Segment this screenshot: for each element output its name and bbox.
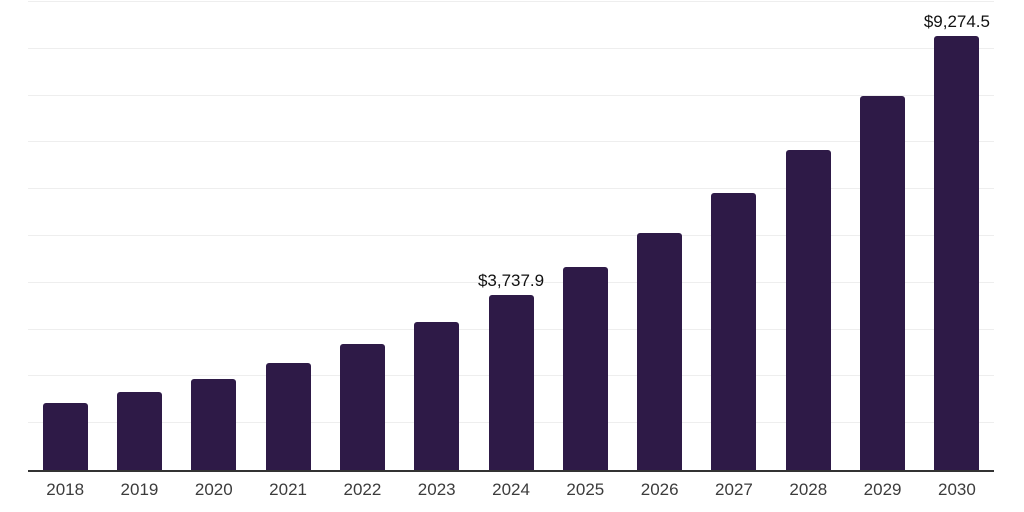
plot-area: $3,737.9 $9,274.5 xyxy=(28,1,994,472)
x-tick-2018: 2018 xyxy=(46,480,85,499)
bar-2022[interactable] xyxy=(339,343,385,470)
x-tick-2028: 2028 xyxy=(789,480,828,499)
gridline-4000 xyxy=(28,281,994,283)
x-tick-2030: 2030 xyxy=(937,480,976,499)
bar-column-2026 xyxy=(623,2,697,470)
bar-column-2028 xyxy=(771,2,845,470)
x-tick-2027: 2027 xyxy=(715,480,753,499)
bar-2026[interactable] xyxy=(637,232,683,470)
bar-2018[interactable] xyxy=(42,403,88,470)
x-tick-2029: 2029 xyxy=(863,480,902,499)
bar-column-2029 xyxy=(845,2,919,470)
bar-column-2025 xyxy=(548,2,622,470)
gridline-10000 xyxy=(28,1,994,2)
bar-column-2027 xyxy=(697,2,771,470)
x-tick-2019: 2019 xyxy=(120,480,159,499)
gridline-5000 xyxy=(28,235,994,236)
x-tick-2020: 2020 xyxy=(194,480,233,499)
data-label-2024: $3,737.9 xyxy=(477,271,545,291)
bar-column-2019 xyxy=(102,2,176,470)
bar-2029[interactable] xyxy=(860,96,906,470)
bar-2021[interactable] xyxy=(265,362,311,470)
bar-column-2024: $3,737.9 xyxy=(474,2,548,470)
bar-2027[interactable] xyxy=(711,193,757,470)
x-axis-tick-labels: 2018 2019 2020 2021 2022 2023 2024 2025 2026 2027… xyxy=(28,480,994,500)
x-tick-2024: 2024 xyxy=(492,480,530,499)
bar-2024[interactable] xyxy=(488,295,534,470)
x-axis-line xyxy=(28,470,994,472)
bar-2025[interactable] xyxy=(562,266,608,470)
bar-2019[interactable] xyxy=(116,392,162,470)
bar-column-2030: $9,274.5 xyxy=(920,2,994,470)
bar-2023[interactable] xyxy=(414,321,460,470)
bar-column-2021 xyxy=(251,2,325,470)
x-tick-2025: 2025 xyxy=(566,480,605,499)
x-tick-2022: 2022 xyxy=(343,480,382,499)
gridline-8000 xyxy=(28,94,994,96)
data-label-2030: $9,274.5 xyxy=(923,12,990,32)
gridline-6000 xyxy=(28,188,994,190)
bars-layer: $3,737.9 $9,274.5 xyxy=(28,2,994,470)
bar-column-2020 xyxy=(177,2,251,470)
gridline-7000 xyxy=(28,141,994,143)
x-tick-2023: 2023 xyxy=(417,480,456,499)
bar-column-2022 xyxy=(325,2,399,470)
bar-column-2023 xyxy=(400,2,474,470)
gridline-9000 xyxy=(28,47,994,49)
bar-2028[interactable] xyxy=(785,150,831,470)
x-tick-2021: 2021 xyxy=(269,480,307,499)
bar-2030[interactable] xyxy=(934,36,980,470)
bar-2020[interactable] xyxy=(191,378,237,470)
bar-column-2018 xyxy=(28,2,102,470)
x-tick-2026: 2026 xyxy=(640,480,679,499)
